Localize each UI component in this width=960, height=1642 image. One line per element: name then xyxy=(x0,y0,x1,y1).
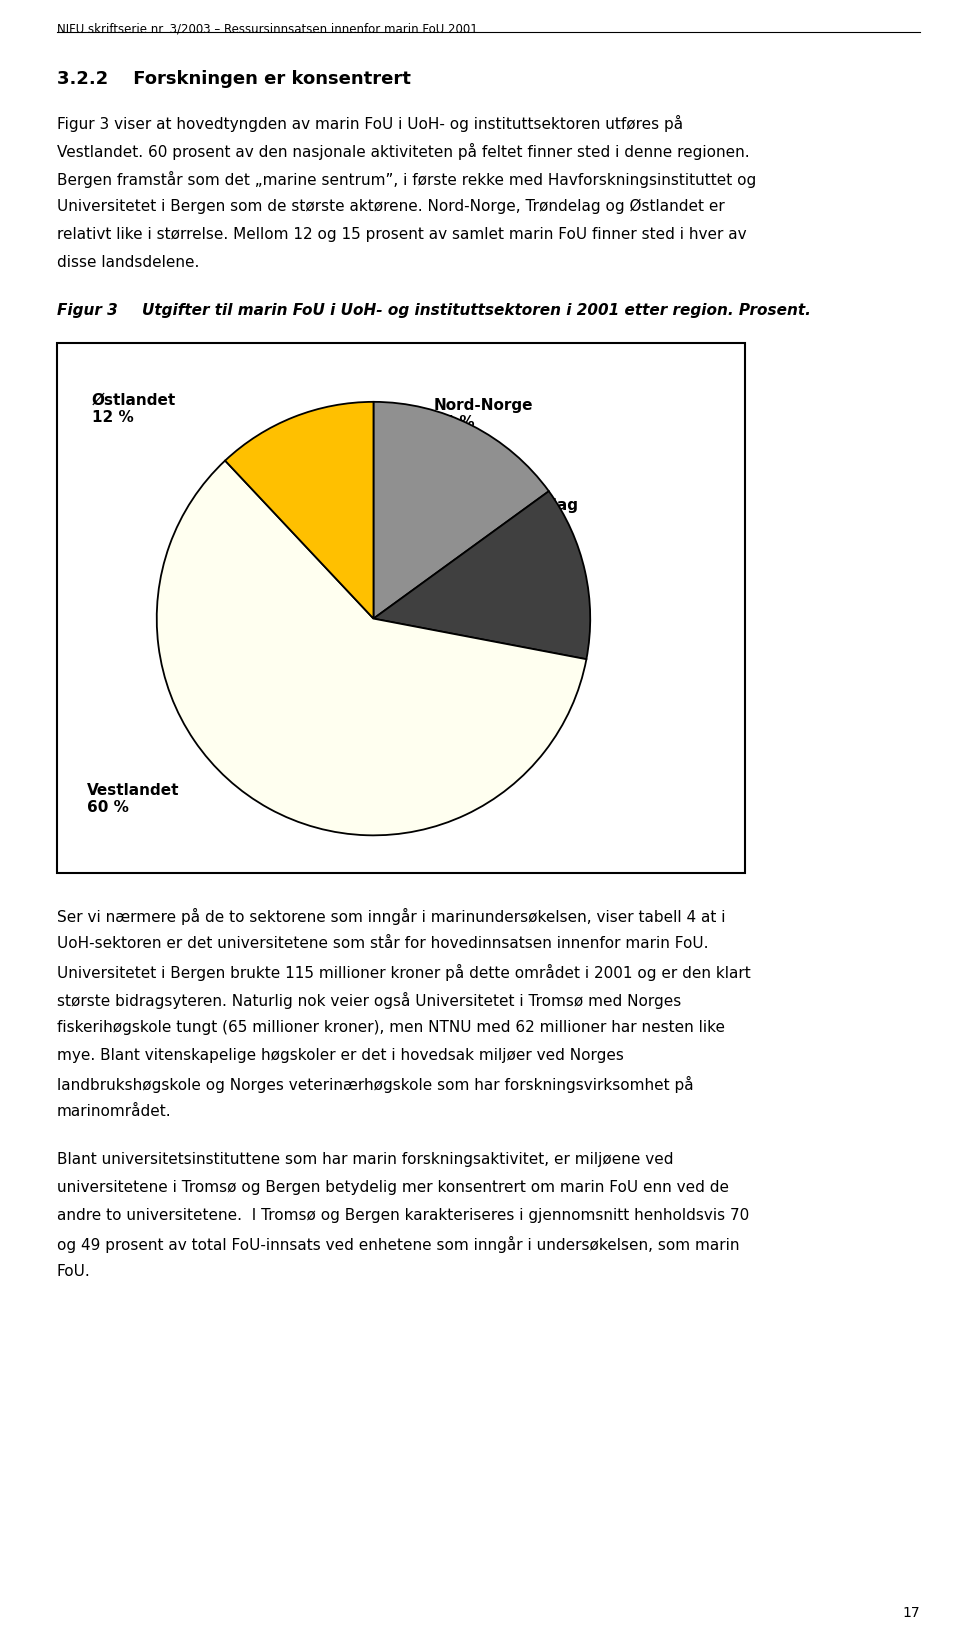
Text: FoU.: FoU. xyxy=(57,1264,91,1279)
Text: Østlandet: Østlandet xyxy=(92,392,177,407)
Text: Vestlandet: Vestlandet xyxy=(87,783,180,798)
Text: Figur 3: Figur 3 xyxy=(57,304,118,319)
Text: andre to universitetene.  I Tromsø og Bergen karakteriseres i gjennomsnitt henho: andre to universitetene. I Tromsø og Ber… xyxy=(57,1209,749,1223)
Text: universitetene i Tromsø og Bergen betydelig mer konsentrert om marin FoU enn ved: universitetene i Tromsø og Bergen betyde… xyxy=(57,1181,729,1195)
Text: Universitetet i Bergen brukte 115 millioner kroner på dette området i 2001 og er: Universitetet i Bergen brukte 115 millio… xyxy=(57,964,751,980)
Text: relativt like i størrelse. Mellom 12 og 15 prosent av samlet marin FoU finner st: relativt like i størrelse. Mellom 12 og … xyxy=(57,227,747,241)
Text: Nord-Norge: Nord-Norge xyxy=(434,397,533,414)
Text: UoH-sektoren er det universitetene som står for hovedinnsatsen innenfor marin Fo: UoH-sektoren er det universitetene som s… xyxy=(57,936,708,951)
Wedge shape xyxy=(225,402,373,619)
Text: Trøndelag: Trøndelag xyxy=(493,498,579,512)
Wedge shape xyxy=(373,402,549,619)
Text: 17: 17 xyxy=(902,1606,920,1621)
Text: Utgifter til marin FoU i UoH- og instituttsektoren i 2001 etter region. Prosent.: Utgifter til marin FoU i UoH- og institu… xyxy=(142,304,811,319)
Text: landbrukshøgskole og Norges veterinærhøgskole som har forskningsvirksomhet på: landbrukshøgskole og Norges veterinærhøg… xyxy=(57,1076,694,1094)
Text: Ser vi nærmere på de to sektorene som inngår i marinundersøkelsen, viser tabell : Ser vi nærmere på de to sektorene som in… xyxy=(57,908,726,924)
Text: NIFU skriftserie nr. 3/2003 – Ressursinnsatsen innenfor marin FoU 2001: NIFU skriftserie nr. 3/2003 – Ressursinn… xyxy=(57,21,478,34)
Text: 12 %: 12 % xyxy=(92,410,133,425)
Bar xyxy=(57,343,745,874)
Text: 60 %: 60 % xyxy=(87,800,129,814)
Text: mye. Blant vitenskapelige høgskoler er det i hovedsak miljøer ved Norges: mye. Blant vitenskapelige høgskoler er d… xyxy=(57,1048,624,1062)
Text: disse landsdelene.: disse landsdelene. xyxy=(57,255,200,269)
Text: 15 %: 15 % xyxy=(434,415,475,430)
Wedge shape xyxy=(156,461,587,836)
Text: Universitetet i Bergen som de største aktørene. Nord-Norge, Trøndelag og Østland: Universitetet i Bergen som de største ak… xyxy=(57,199,725,215)
Wedge shape xyxy=(373,491,590,658)
Text: Figur 3 viser at hovedtyngden av marin FoU i UoH- og instituttsektoren utføres p: Figur 3 viser at hovedtyngden av marin F… xyxy=(57,115,684,131)
Text: Blant universitetsinstituttene som har marin forskningsaktivitet, er miljøene ve: Blant universitetsinstituttene som har m… xyxy=(57,1153,674,1167)
Text: Bergen framstår som det „marine sentrum”, i første rekke med Havforskningsinstit: Bergen framstår som det „marine sentrum”… xyxy=(57,171,756,189)
Text: 13 %: 13 % xyxy=(493,516,535,530)
Text: største bidragsyteren. Naturlig nok veier også Universitetet i Tromsø med Norges: største bidragsyteren. Naturlig nok veie… xyxy=(57,992,682,1010)
Text: 3.2.2    Forskningen er konsentrert: 3.2.2 Forskningen er konsentrert xyxy=(57,71,411,89)
Text: Vestlandet. 60 prosent av den nasjonale aktiviteten på feltet finner sted i denn: Vestlandet. 60 prosent av den nasjonale … xyxy=(57,143,750,159)
Text: marinområdet.: marinområdet. xyxy=(57,1103,172,1118)
Text: fiskerihøgskole tungt (65 millioner kroner), men NTNU med 62 millioner har neste: fiskerihøgskole tungt (65 millioner kron… xyxy=(57,1020,725,1034)
Text: og 49 prosent av total FoU-innsats ved enhetene som inngår i undersøkelsen, som : og 49 prosent av total FoU-innsats ved e… xyxy=(57,1236,739,1253)
